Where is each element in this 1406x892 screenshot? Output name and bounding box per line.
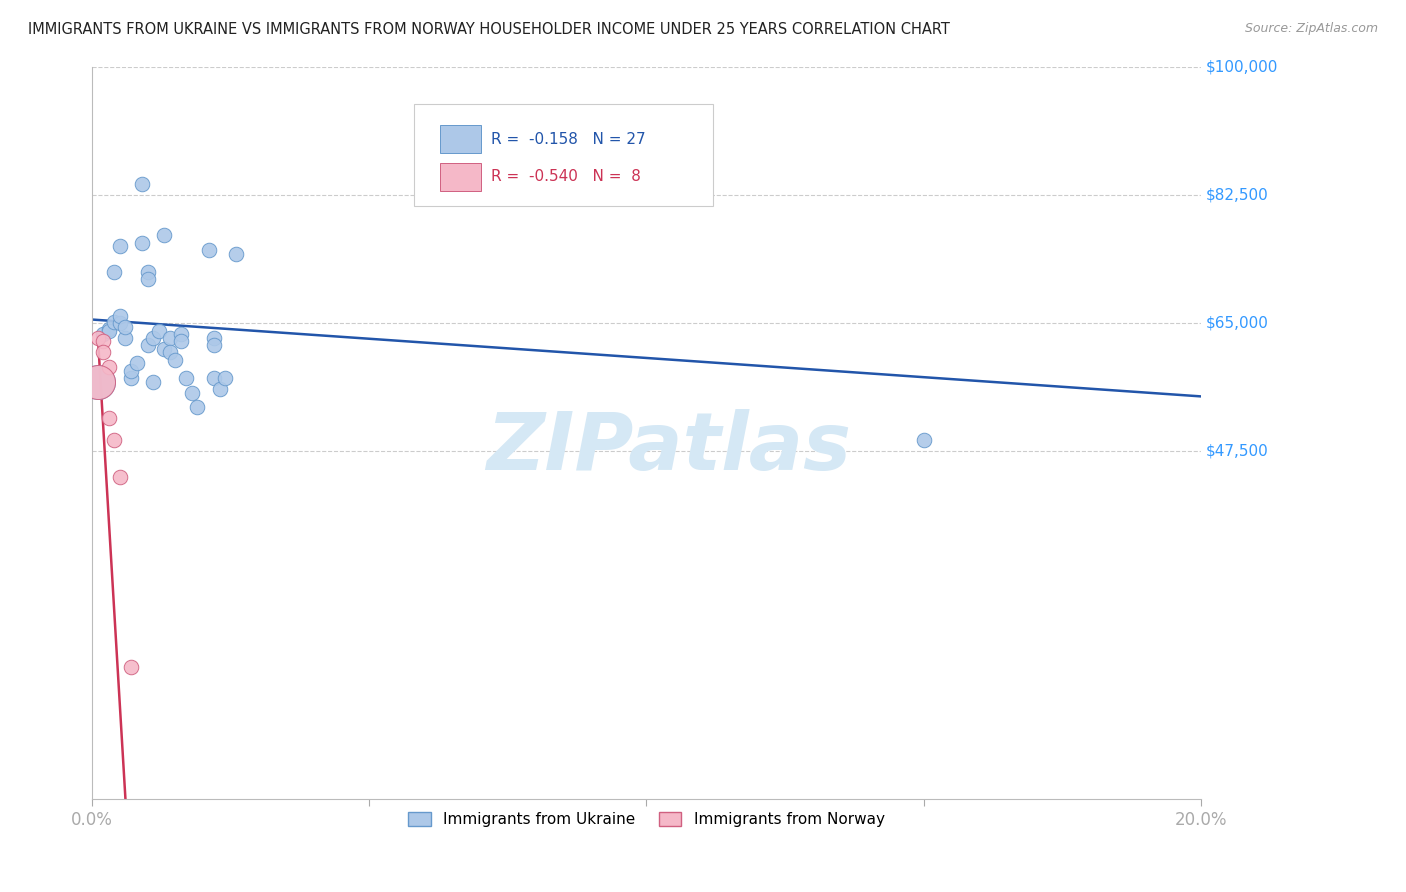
Point (165, 352, 187, 367)
Text: $100,000: $100,000 (1206, 60, 1278, 75)
Point (202, 331, 225, 345)
Point (197, 243, 219, 257)
Point (97, 324, 120, 338)
Point (136, 265, 159, 279)
Point (97, 411, 120, 425)
Point (202, 338, 225, 352)
Point (131, 235, 153, 250)
Point (159, 345, 181, 359)
Point (131, 177, 153, 191)
Text: R =  -0.158   N = 27: R = -0.158 N = 27 (491, 132, 645, 146)
Point (108, 239, 131, 253)
Text: $65,000: $65,000 (1206, 316, 1270, 331)
Point (153, 342, 176, 356)
Point (91, 334, 114, 349)
Text: $82,500: $82,500 (1206, 187, 1270, 202)
Point (176, 371, 198, 385)
Point (912, 434, 935, 448)
Point (87, 331, 110, 345)
FancyBboxPatch shape (440, 163, 481, 191)
Point (108, 309, 131, 323)
Point (136, 272, 159, 286)
Point (142, 331, 165, 345)
Point (170, 334, 193, 349)
Text: Source: ZipAtlas.com: Source: ZipAtlas.com (1244, 22, 1378, 36)
Point (181, 385, 204, 400)
Point (120, 660, 142, 674)
Point (103, 434, 125, 448)
Point (208, 382, 231, 396)
Point (103, 315, 125, 329)
Point (214, 371, 236, 385)
Point (153, 228, 176, 243)
Point (225, 246, 247, 260)
FancyBboxPatch shape (440, 125, 481, 153)
Point (120, 371, 142, 385)
Point (108, 470, 131, 484)
Point (142, 375, 165, 389)
Point (114, 319, 136, 334)
Point (202, 371, 225, 385)
Point (136, 338, 159, 352)
Text: R =  -0.540   N =  8: R = -0.540 N = 8 (491, 169, 641, 185)
Point (91, 327, 114, 342)
Point (148, 324, 170, 338)
Point (186, 401, 208, 415)
Point (97, 360, 120, 375)
Point (87, 375, 110, 389)
Point (170, 327, 193, 342)
Legend: Immigrants from Ukraine, Immigrants from Norway: Immigrants from Ukraine, Immigrants from… (401, 805, 893, 835)
Text: $47,500: $47,500 (1206, 443, 1270, 458)
Text: ZIPatlas: ZIPatlas (486, 409, 851, 487)
Point (103, 265, 125, 279)
Point (91, 345, 114, 359)
Point (120, 364, 142, 378)
FancyBboxPatch shape (413, 103, 713, 206)
Text: IMMIGRANTS FROM UKRAINE VS IMMIGRANTS FROM NORWAY HOUSEHOLDER INCOME UNDER 25 YE: IMMIGRANTS FROM UKRAINE VS IMMIGRANTS FR… (28, 22, 950, 37)
Point (87, 375, 110, 389)
Point (159, 331, 181, 345)
Point (125, 356, 148, 370)
Point (114, 331, 136, 345)
Point (97, 322, 120, 336)
Point (108, 316, 131, 330)
